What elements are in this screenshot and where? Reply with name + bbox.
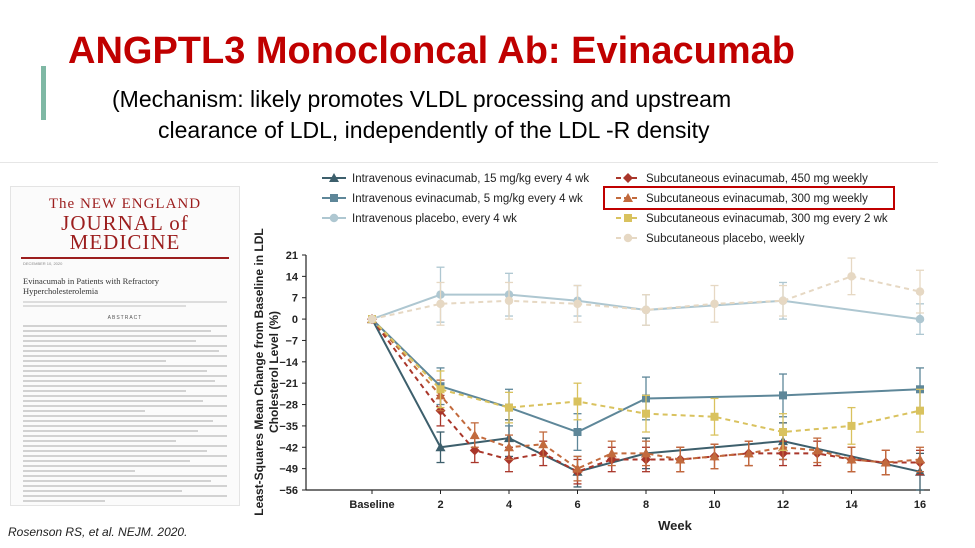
data-point bbox=[435, 442, 446, 452]
legend-label: Subcutaneous evinacumab, 300 mg weekly bbox=[646, 193, 868, 205]
x-tick-label: 2 bbox=[437, 499, 443, 511]
journal-name-line-2: JOURNAL of MEDICINE bbox=[61, 211, 189, 254]
legend-label: Subcutaneous placebo, weekly bbox=[646, 233, 805, 245]
data-point bbox=[367, 314, 377, 324]
data-point bbox=[436, 385, 445, 394]
data-point bbox=[847, 272, 856, 281]
slide-title: ANGPTL3 Monocloncal Ab: Evinacumab bbox=[68, 30, 796, 72]
series-line bbox=[371, 318, 920, 473]
y-tick-label: 7 bbox=[292, 293, 298, 305]
journal-date: DECEMBER 10, 2020 bbox=[23, 261, 63, 266]
x-tick-label: 6 bbox=[574, 499, 580, 511]
data-point bbox=[469, 430, 480, 440]
legend-swatch-marker bbox=[623, 233, 633, 243]
y-tick-label: −21 bbox=[279, 378, 298, 390]
series-line bbox=[371, 318, 921, 470]
x-tick-label: 16 bbox=[914, 499, 926, 511]
legend-label: Intravenous evinacumab, 15 mg/kg every 4… bbox=[352, 173, 589, 185]
data-point bbox=[846, 454, 857, 464]
data-point bbox=[436, 299, 445, 309]
abstract-heading: ABSTRACT bbox=[107, 315, 143, 321]
legend-label: Intravenous placebo, every 4 wk bbox=[352, 213, 517, 225]
data-point bbox=[915, 287, 925, 296]
citation: Rosenson RS, et al. NEJM. 2020. bbox=[8, 525, 188, 539]
y-tick-label: −14 bbox=[279, 357, 299, 369]
data-point bbox=[573, 299, 582, 309]
article-title: Evinacumab in Patients with Refractory H… bbox=[23, 276, 159, 296]
journal-name-line-1: The NEW ENGLAND bbox=[48, 196, 202, 212]
data-point bbox=[812, 445, 823, 455]
y-tick-label: 14 bbox=[286, 271, 299, 283]
legend-swatch-marker bbox=[623, 173, 633, 183]
data-point bbox=[880, 457, 891, 467]
data-point bbox=[778, 296, 788, 306]
y-tick-label: −28 bbox=[279, 400, 298, 412]
data-point bbox=[606, 448, 617, 458]
y-tick-label: 0 bbox=[292, 314, 298, 326]
data-point bbox=[641, 305, 651, 315]
y-tick-label: 21 bbox=[286, 250, 298, 262]
slide-subtitle: (Mechanism: likely promotes VLDL process… bbox=[112, 84, 912, 146]
data-point bbox=[675, 454, 686, 464]
y-axis-title-line-2: Cholesterol Level (%) bbox=[267, 311, 281, 433]
legend-swatch-marker bbox=[624, 214, 632, 222]
x-tick-label: 12 bbox=[777, 499, 789, 511]
data-point bbox=[709, 451, 720, 461]
legend-swatch-marker bbox=[623, 193, 633, 202]
abstract-text-block bbox=[11, 325, 239, 502]
data-point bbox=[504, 296, 514, 306]
data-point bbox=[915, 314, 925, 324]
y-tick-label: −56 bbox=[279, 485, 298, 497]
data-point bbox=[743, 448, 754, 458]
data-point bbox=[538, 439, 549, 449]
journal-meta: DECEMBER 10, 2020 bbox=[11, 261, 239, 266]
subtitle-line-2: clearance of LDL, independently of the L… bbox=[158, 117, 710, 143]
data-point bbox=[642, 409, 650, 418]
legend-label: Subcutaneous evinacumab, 300 mg every 2 … bbox=[646, 213, 888, 225]
data-point bbox=[573, 397, 582, 406]
masthead-rule bbox=[21, 257, 229, 259]
legend-swatch-marker bbox=[330, 194, 338, 202]
legend-label: Intravenous evinacumab, 5 mg/kg every 4 … bbox=[352, 193, 583, 205]
legend-label: Subcutaneous evinacumab, 450 mg weekly bbox=[646, 173, 868, 185]
data-point bbox=[572, 463, 583, 473]
data-point bbox=[779, 391, 787, 400]
accent-bar bbox=[41, 66, 46, 120]
article-authors-block bbox=[11, 301, 239, 307]
legend-swatch-marker bbox=[329, 213, 339, 223]
x-tick-label: 10 bbox=[708, 499, 720, 511]
data-point bbox=[779, 428, 787, 437]
slide-header bbox=[0, 0, 938, 163]
data-point bbox=[573, 428, 582, 437]
x-tick-label: 14 bbox=[845, 499, 858, 511]
data-point bbox=[505, 403, 513, 412]
data-point bbox=[504, 442, 514, 452]
x-tick-label: 8 bbox=[643, 499, 649, 511]
data-point bbox=[916, 406, 924, 415]
journal-article-thumbnail: The NEW ENGLAND JOURNAL of MEDICINE DECE… bbox=[10, 186, 240, 506]
legend-swatch-marker bbox=[329, 173, 339, 182]
x-tick-label: 4 bbox=[506, 499, 513, 511]
journal-masthead: The NEW ENGLAND JOURNAL of MEDICINE bbox=[11, 195, 239, 254]
y-tick-label: −42 bbox=[279, 442, 298, 454]
y-tick-label: −49 bbox=[279, 464, 298, 476]
y-axis-title-line-1: Least-Squares Mean Change from Baseline … bbox=[252, 228, 266, 515]
legend-highlight-box bbox=[603, 186, 895, 210]
y-tick-label: −35 bbox=[279, 421, 298, 433]
x-axis-title: Week bbox=[658, 518, 692, 533]
data-point bbox=[915, 454, 925, 464]
y-tick-label: −7 bbox=[285, 335, 298, 347]
data-point bbox=[710, 412, 719, 421]
data-point bbox=[641, 448, 651, 458]
data-point bbox=[847, 421, 856, 430]
data-point bbox=[710, 299, 719, 309]
x-tick-label: Baseline bbox=[349, 499, 394, 511]
subtitle-line-1: (Mechanism: likely promotes VLDL process… bbox=[112, 86, 732, 112]
series-line bbox=[371, 275, 921, 321]
